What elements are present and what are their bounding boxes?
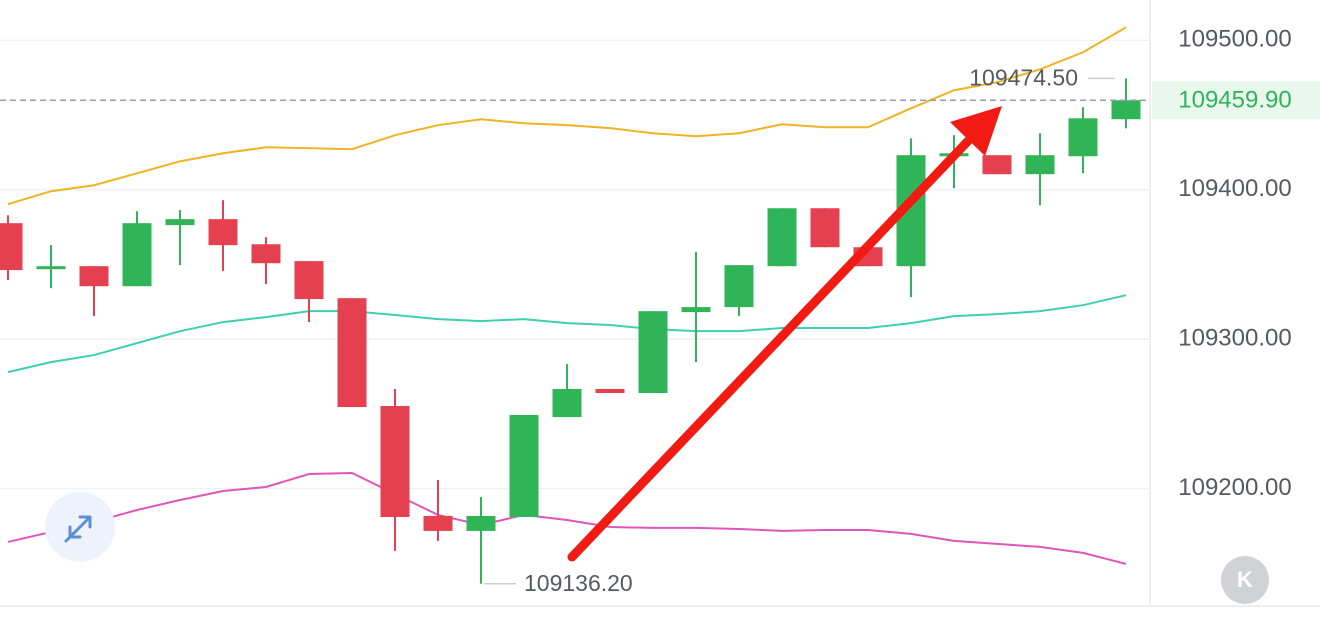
y-tick-label: 109300.00 — [1178, 324, 1291, 351]
annotations: 109459.90 109474.50 109136.20 — [0, 65, 1320, 596]
candle-body — [122, 223, 152, 287]
candle-body — [165, 219, 195, 226]
candle-body — [724, 265, 754, 308]
y-tick-label: 109400.00 — [1178, 175, 1291, 202]
band-line — [7, 26, 1127, 206]
high-marker-label: 109474.50 — [969, 65, 1078, 91]
candle-body — [36, 266, 66, 270]
k-button-label[interactable]: K — [1237, 567, 1253, 592]
candle-body — [810, 208, 840, 248]
candle-body — [294, 261, 324, 300]
candle-body — [1025, 155, 1055, 175]
band-line — [7, 294, 1127, 374]
last-price-label: 109459.90 — [1178, 87, 1291, 114]
k-button[interactable]: K — [1221, 556, 1269, 604]
candle-body — [380, 406, 410, 518]
candle-body — [1068, 118, 1098, 157]
candle-body — [638, 311, 668, 394]
expand-button[interactable] — [45, 492, 115, 562]
grid — [0, 39, 1150, 490]
candle-body — [0, 223, 23, 271]
plot-area — [0, 26, 1141, 584]
candle-body — [423, 515, 453, 531]
y-tick-label: 109500.00 — [1178, 26, 1291, 53]
candle-body — [208, 219, 238, 246]
y-tick-label: 109200.00 — [1178, 474, 1291, 501]
candle-body — [552, 388, 582, 418]
candle-body — [251, 244, 281, 264]
candle-body — [79, 266, 109, 287]
candle-body — [466, 515, 496, 531]
band-line — [7, 471, 1127, 565]
candle-body — [681, 307, 711, 313]
candle-body — [337, 298, 367, 408]
candle-body — [982, 155, 1012, 175]
trend-arrow — [567, 106, 1002, 562]
low-marker-label: 109136.20 — [524, 570, 633, 596]
candle-body — [509, 414, 539, 518]
candle-body — [767, 208, 797, 267]
last-price-badge — [1152, 81, 1320, 120]
candle-body — [1111, 100, 1141, 120]
candle-body — [595, 388, 625, 394]
